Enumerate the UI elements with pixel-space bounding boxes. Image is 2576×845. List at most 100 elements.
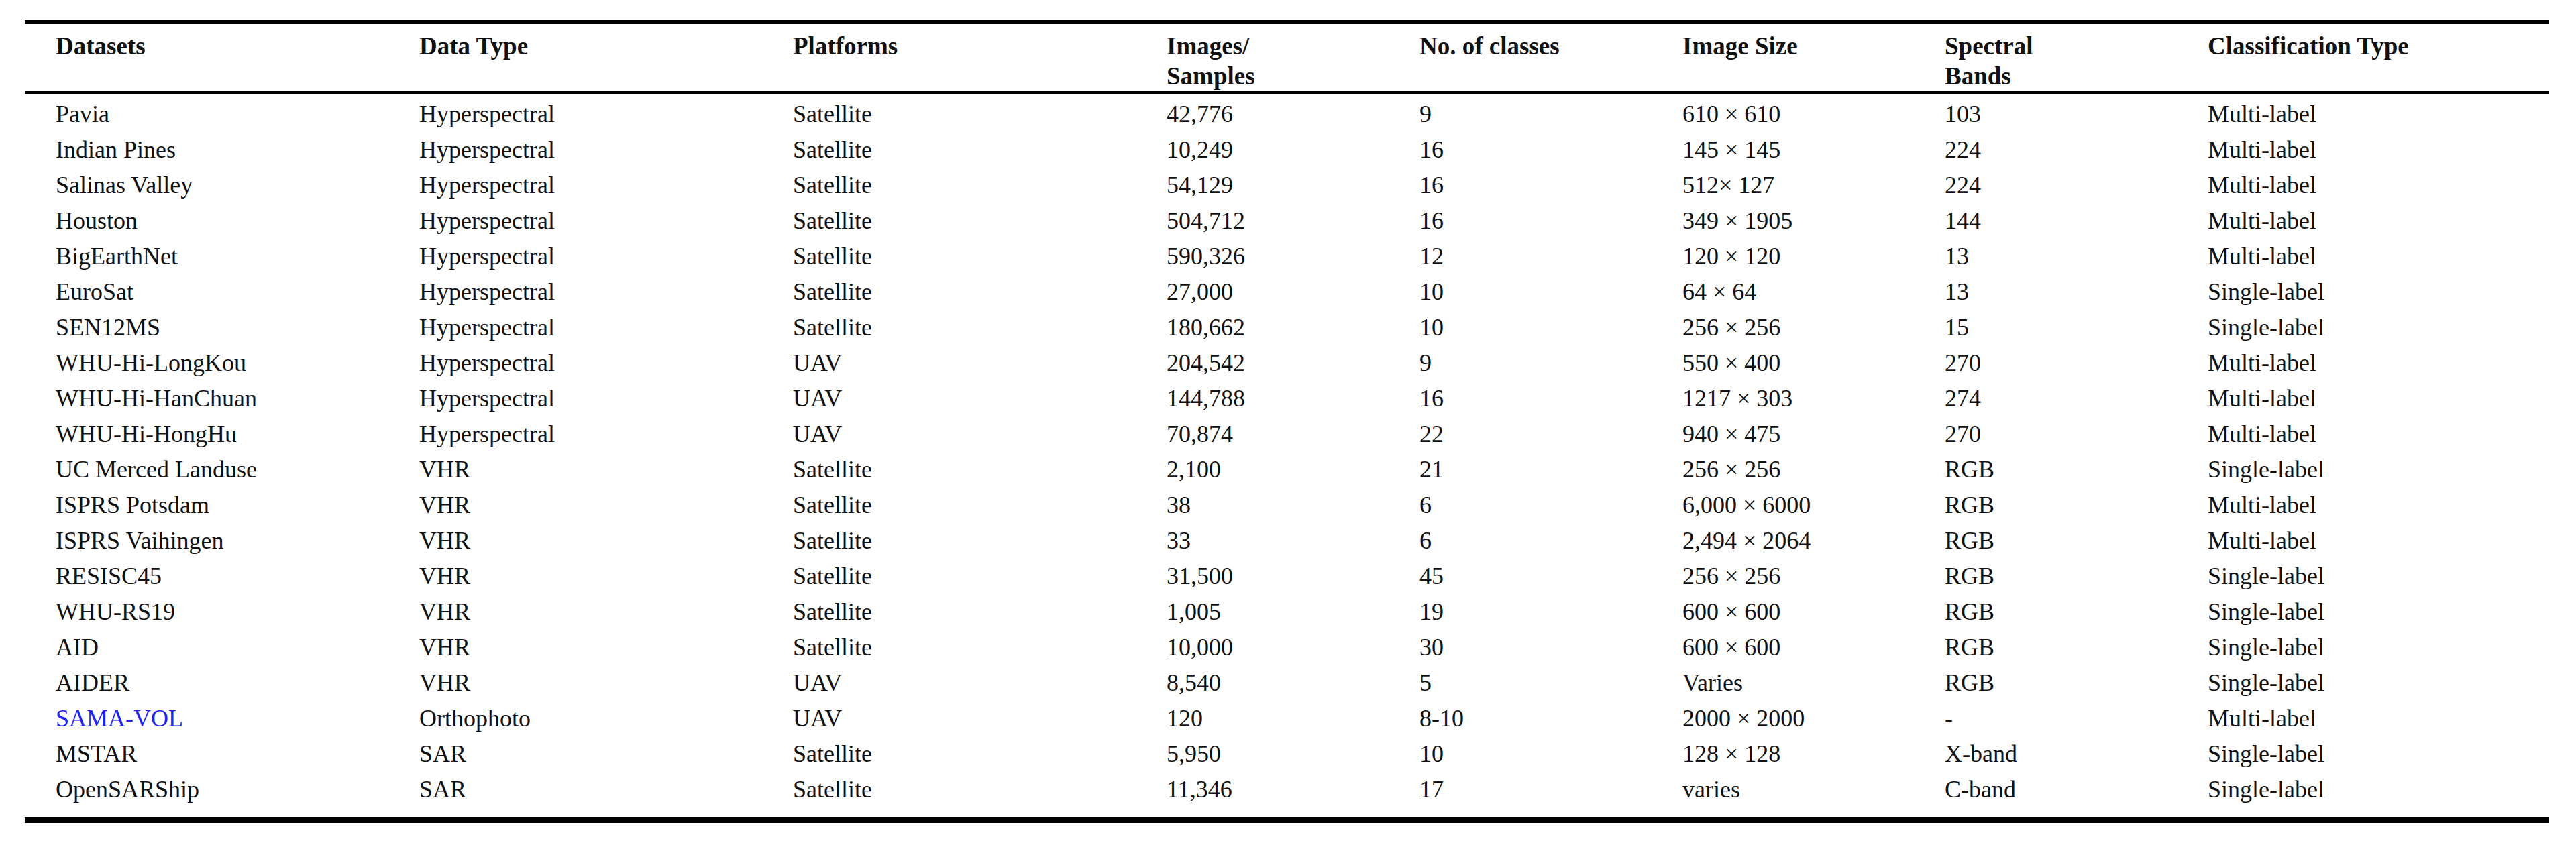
cell-classification-type: Multi-label bbox=[2177, 239, 2549, 274]
table-row: OpenSARShipSARSatellite11,34617variesC-b… bbox=[25, 772, 2549, 820]
cell-classification-type: Single-label bbox=[2177, 665, 2549, 701]
cell-classification-type: Multi-label bbox=[2177, 203, 2549, 239]
table-row: ISPRS PotsdamVHRSatellite3866,000 × 6000… bbox=[25, 488, 2549, 523]
cell-data-type: VHR bbox=[388, 452, 762, 488]
cell-images-samples: 2,100 bbox=[1136, 452, 1389, 488]
cell-data-type: Hyperspectral bbox=[388, 93, 762, 132]
cell-images-samples: 42,776 bbox=[1136, 93, 1389, 132]
cell-platforms: Satellite bbox=[762, 132, 1136, 168]
cell-platforms: Satellite bbox=[762, 274, 1136, 310]
cell-datasets: MSTAR bbox=[25, 736, 388, 772]
cell-spectral-bands: RGB bbox=[1914, 452, 2177, 488]
cell-num-classes: 16 bbox=[1389, 168, 1652, 203]
cell-images-samples: 38 bbox=[1136, 488, 1389, 523]
cell-image-size: 940 × 475 bbox=[1652, 416, 1914, 452]
table-row: WHU-Hi-HanChuanHyperspectralUAV144,78816… bbox=[25, 381, 2549, 416]
table-row: SAMA-VOLOrthophotoUAV1208-102000 × 2000-… bbox=[25, 701, 2549, 736]
cell-num-classes: 16 bbox=[1389, 203, 1652, 239]
cell-num-classes: 10 bbox=[1389, 736, 1652, 772]
cell-datasets: UC Merced Landuse bbox=[25, 452, 388, 488]
cell-datasets: EuroSat bbox=[25, 274, 388, 310]
cell-platforms: Satellite bbox=[762, 203, 1136, 239]
table-header: DatasetsData TypePlatformsImages/ Sample… bbox=[25, 22, 2549, 93]
cell-images-samples: 504,712 bbox=[1136, 203, 1389, 239]
cell-datasets: Salinas Valley bbox=[25, 168, 388, 203]
column-header-spectral-bands: Spectral Bands bbox=[1914, 22, 2177, 93]
cell-image-size: 256 × 256 bbox=[1652, 452, 1914, 488]
dataset-link[interactable]: SAMA-VOL bbox=[56, 705, 183, 732]
cell-datasets: SAMA-VOL bbox=[25, 701, 388, 736]
cell-classification-type: Multi-label bbox=[2177, 381, 2549, 416]
cell-images-samples: 11,346 bbox=[1136, 772, 1389, 820]
cell-num-classes: 8-10 bbox=[1389, 701, 1652, 736]
column-header-datasets: Datasets bbox=[25, 22, 388, 93]
cell-spectral-bands: RGB bbox=[1914, 594, 2177, 630]
cell-classification-type: Single-label bbox=[2177, 594, 2549, 630]
cell-images-samples: 590,326 bbox=[1136, 239, 1389, 274]
cell-images-samples: 10,000 bbox=[1136, 630, 1389, 665]
cell-image-size: 349 × 1905 bbox=[1652, 203, 1914, 239]
cell-image-size: 120 × 120 bbox=[1652, 239, 1914, 274]
cell-classification-type: Single-label bbox=[2177, 310, 2549, 345]
cell-num-classes: 45 bbox=[1389, 559, 1652, 594]
table-row: WHU-Hi-LongKouHyperspectralUAV204,542955… bbox=[25, 345, 2549, 381]
table-row: AIDERVHRUAV8,5405VariesRGBSingle-label bbox=[25, 665, 2549, 701]
cell-num-classes: 10 bbox=[1389, 310, 1652, 345]
table-row: WHU-Hi-HongHuHyperspectralUAV70,87422940… bbox=[25, 416, 2549, 452]
cell-platforms: Satellite bbox=[762, 594, 1136, 630]
table-row: WHU-RS19VHRSatellite1,00519600 × 600RGBS… bbox=[25, 594, 2549, 630]
cell-num-classes: 21 bbox=[1389, 452, 1652, 488]
cell-datasets: RESISC45 bbox=[25, 559, 388, 594]
cell-spectral-bands: RGB bbox=[1914, 559, 2177, 594]
cell-classification-type: Single-label bbox=[2177, 736, 2549, 772]
cell-datasets: SEN12MS bbox=[25, 310, 388, 345]
cell-platforms: Satellite bbox=[762, 488, 1136, 523]
table-row: RESISC45VHRSatellite31,50045256 × 256RGB… bbox=[25, 559, 2549, 594]
cell-image-size: varies bbox=[1652, 772, 1914, 820]
cell-data-type: Hyperspectral bbox=[388, 310, 762, 345]
cell-image-size: 256 × 256 bbox=[1652, 310, 1914, 345]
cell-images-samples: 10,249 bbox=[1136, 132, 1389, 168]
cell-platforms: Satellite bbox=[762, 630, 1136, 665]
cell-platforms: Satellite bbox=[762, 523, 1136, 559]
datasets-table: DatasetsData TypePlatformsImages/ Sample… bbox=[25, 20, 2549, 823]
cell-datasets: Houston bbox=[25, 203, 388, 239]
cell-spectral-bands: RGB bbox=[1914, 665, 2177, 701]
table-row: SEN12MSHyperspectralSatellite180,6621025… bbox=[25, 310, 2549, 345]
column-header-classification-type: Classification Type bbox=[2177, 22, 2549, 93]
cell-images-samples: 120 bbox=[1136, 701, 1389, 736]
cell-datasets: WHU-Hi-HanChuan bbox=[25, 381, 388, 416]
cell-spectral-bands: 13 bbox=[1914, 274, 2177, 310]
cell-classification-type: Multi-label bbox=[2177, 701, 2549, 736]
cell-num-classes: 17 bbox=[1389, 772, 1652, 820]
cell-data-type: Hyperspectral bbox=[388, 168, 762, 203]
cell-image-size: 600 × 600 bbox=[1652, 594, 1914, 630]
cell-data-type: Hyperspectral bbox=[388, 203, 762, 239]
cell-spectral-bands: RGB bbox=[1914, 630, 2177, 665]
cell-classification-type: Single-label bbox=[2177, 630, 2549, 665]
cell-num-classes: 19 bbox=[1389, 594, 1652, 630]
cell-image-size: 256 × 256 bbox=[1652, 559, 1914, 594]
cell-platforms: Satellite bbox=[762, 772, 1136, 820]
cell-image-size: 512× 127 bbox=[1652, 168, 1914, 203]
cell-datasets: WHU-Hi-LongKou bbox=[25, 345, 388, 381]
cell-classification-type: Multi-label bbox=[2177, 523, 2549, 559]
cell-spectral-bands: 274 bbox=[1914, 381, 2177, 416]
cell-images-samples: 31,500 bbox=[1136, 559, 1389, 594]
cell-platforms: UAV bbox=[762, 416, 1136, 452]
cell-num-classes: 12 bbox=[1389, 239, 1652, 274]
cell-classification-type: Multi-label bbox=[2177, 488, 2549, 523]
paper-table-region: DatasetsData TypePlatformsImages/ Sample… bbox=[25, 20, 2549, 823]
cell-datasets: AIDER bbox=[25, 665, 388, 701]
cell-num-classes: 5 bbox=[1389, 665, 1652, 701]
table-row: BigEarthNetHyperspectralSatellite590,326… bbox=[25, 239, 2549, 274]
cell-classification-type: Multi-label bbox=[2177, 168, 2549, 203]
cell-spectral-bands: 270 bbox=[1914, 345, 2177, 381]
cell-spectral-bands: 103 bbox=[1914, 93, 2177, 132]
cell-platforms: UAV bbox=[762, 381, 1136, 416]
cell-datasets: Indian Pines bbox=[25, 132, 388, 168]
cell-datasets: ISPRS Potsdam bbox=[25, 488, 388, 523]
cell-datasets: WHU-RS19 bbox=[25, 594, 388, 630]
table-row: PaviaHyperspectralSatellite42,7769610 × … bbox=[25, 93, 2549, 132]
cell-images-samples: 33 bbox=[1136, 523, 1389, 559]
